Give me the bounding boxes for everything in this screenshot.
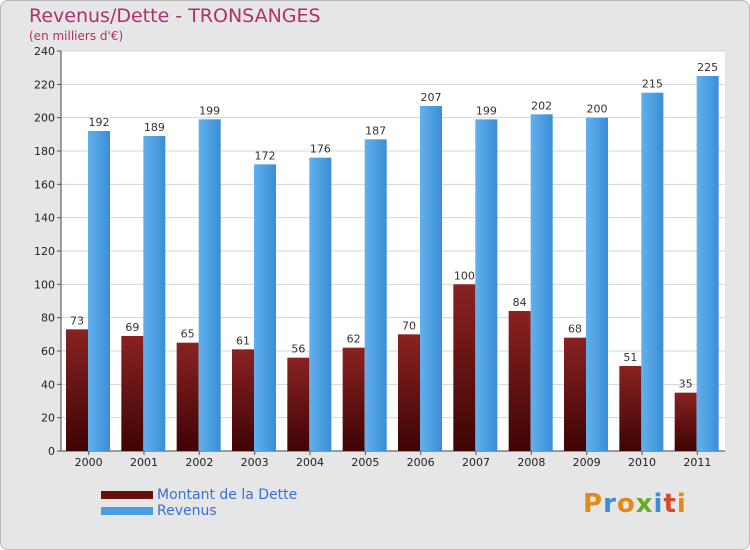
data-label-debt: 69 bbox=[125, 321, 139, 334]
y-tick-label: 160 bbox=[34, 178, 55, 191]
y-tick-label: 240 bbox=[34, 45, 55, 58]
logo-letter: o bbox=[616, 489, 636, 519]
data-label-revenue: 172 bbox=[255, 149, 276, 162]
data-label-revenue: 176 bbox=[310, 143, 331, 156]
y-tick-label: 220 bbox=[34, 78, 55, 91]
plot-area: 0 20 40 60 80 100 120 140 160 180 200 220 240 73 192 20… bbox=[34, 45, 725, 469]
bar-debt bbox=[619, 366, 642, 451]
data-label-debt: 35 bbox=[679, 378, 693, 391]
data-label-debt: 68 bbox=[568, 323, 582, 336]
x-tick-label: 2000 bbox=[75, 456, 103, 469]
data-label-debt: 61 bbox=[236, 334, 250, 347]
bar-revenue bbox=[364, 139, 387, 452]
bar-debt bbox=[674, 392, 697, 451]
x-tick-label: 2002 bbox=[185, 456, 213, 469]
data-label-revenue: 199 bbox=[199, 104, 220, 117]
bar-debt bbox=[287, 357, 310, 451]
x-tick-label: 2009 bbox=[573, 456, 601, 469]
legend: Montant de la Dette Revenus bbox=[101, 487, 297, 519]
data-label-debt: 100 bbox=[454, 269, 475, 282]
y-tick-label: 140 bbox=[34, 212, 55, 225]
x-tick-label: 2008 bbox=[517, 456, 545, 469]
bar-revenue bbox=[254, 164, 276, 452]
data-label-debt: 65 bbox=[181, 328, 195, 341]
bar-debt bbox=[342, 347, 365, 451]
legend-label-debt: Montant de la Dette bbox=[157, 487, 298, 503]
data-label-revenue: 202 bbox=[531, 99, 552, 112]
logo-letter: t bbox=[663, 489, 677, 519]
data-label-debt: 56 bbox=[291, 343, 305, 356]
data-label-debt: 51 bbox=[623, 351, 637, 364]
x-tick-label: 2007 bbox=[462, 456, 490, 469]
x-tick-label: 2011 bbox=[683, 456, 711, 469]
bar-debt bbox=[564, 337, 586, 451]
logo-letter: x bbox=[635, 489, 654, 519]
bar-debt bbox=[66, 329, 88, 451]
logo-letter: i bbox=[676, 489, 687, 519]
y-tick-label: 200 bbox=[34, 112, 55, 125]
x-tick-label: 2006 bbox=[407, 456, 435, 469]
y-tick-label: 40 bbox=[41, 378, 55, 391]
x-tick-label: 2010 bbox=[628, 456, 656, 469]
x-tick-label: 2001 bbox=[130, 456, 158, 469]
bar-revenue bbox=[696, 76, 719, 451]
y-tick-label: 100 bbox=[34, 278, 55, 291]
legend-label-revenue: Revenus bbox=[157, 503, 217, 519]
y-tick-label: 180 bbox=[34, 145, 55, 158]
data-label-debt: 73 bbox=[70, 314, 84, 327]
y-tick-label: 120 bbox=[34, 245, 55, 258]
data-label-revenue: 192 bbox=[89, 116, 110, 129]
data-label-revenue: 200 bbox=[587, 103, 608, 116]
y-tick-label: 0 bbox=[48, 445, 55, 458]
bar-revenue bbox=[198, 119, 221, 451]
bar-debt bbox=[232, 349, 254, 451]
data-label-revenue: 207 bbox=[421, 91, 442, 104]
bar-debt bbox=[508, 311, 531, 451]
y-tick-label: 80 bbox=[41, 312, 55, 325]
legend-swatch-debt bbox=[101, 491, 153, 499]
bar-revenue bbox=[586, 117, 608, 452]
legend-item-revenue: Revenus bbox=[101, 503, 297, 519]
logo-letter: r bbox=[603, 489, 617, 519]
logo-letter: i bbox=[653, 489, 664, 519]
legend-item-debt: Montant de la Dette bbox=[101, 487, 297, 503]
bar-chart: 0 20 40 60 80 100 120 140 160 180 200 220 240 73 192 20… bbox=[34, 45, 725, 469]
x-tick-label: 2005 bbox=[351, 456, 379, 469]
bar-debt bbox=[453, 284, 476, 451]
bar-revenue bbox=[530, 114, 553, 451]
bar-debt bbox=[121, 336, 144, 451]
data-label-revenue: 189 bbox=[144, 121, 165, 134]
x-tick-label: 2003 bbox=[241, 456, 269, 469]
chart-subtitle: (en milliers d'€) bbox=[29, 29, 124, 43]
bar-debt bbox=[398, 334, 420, 451]
bar-revenue bbox=[309, 157, 332, 451]
chart-title: Revenus/Dette - TRONSANGES bbox=[29, 5, 321, 27]
bar-debt bbox=[176, 342, 199, 451]
bar-revenue bbox=[641, 92, 664, 452]
data-label-debt: 62 bbox=[347, 333, 361, 346]
data-label-debt: 70 bbox=[402, 319, 416, 332]
bar-revenue bbox=[420, 106, 442, 451]
bar-revenue bbox=[143, 136, 166, 451]
logo-letter: P bbox=[583, 489, 604, 519]
bar-revenue bbox=[88, 131, 110, 451]
data-label-revenue: 199 bbox=[476, 104, 497, 117]
proxiti-logo: Proxiti bbox=[583, 489, 687, 519]
data-label-revenue: 225 bbox=[697, 61, 718, 74]
y-tick-label: 20 bbox=[41, 412, 55, 425]
bar-revenue bbox=[475, 119, 498, 451]
data-label-debt: 84 bbox=[513, 296, 527, 309]
data-label-revenue: 215 bbox=[642, 78, 663, 91]
data-label-revenue: 187 bbox=[365, 124, 386, 137]
y-tick-label: 60 bbox=[41, 345, 55, 358]
x-tick-label: 2004 bbox=[296, 456, 324, 469]
legend-swatch-revenue bbox=[101, 507, 153, 515]
